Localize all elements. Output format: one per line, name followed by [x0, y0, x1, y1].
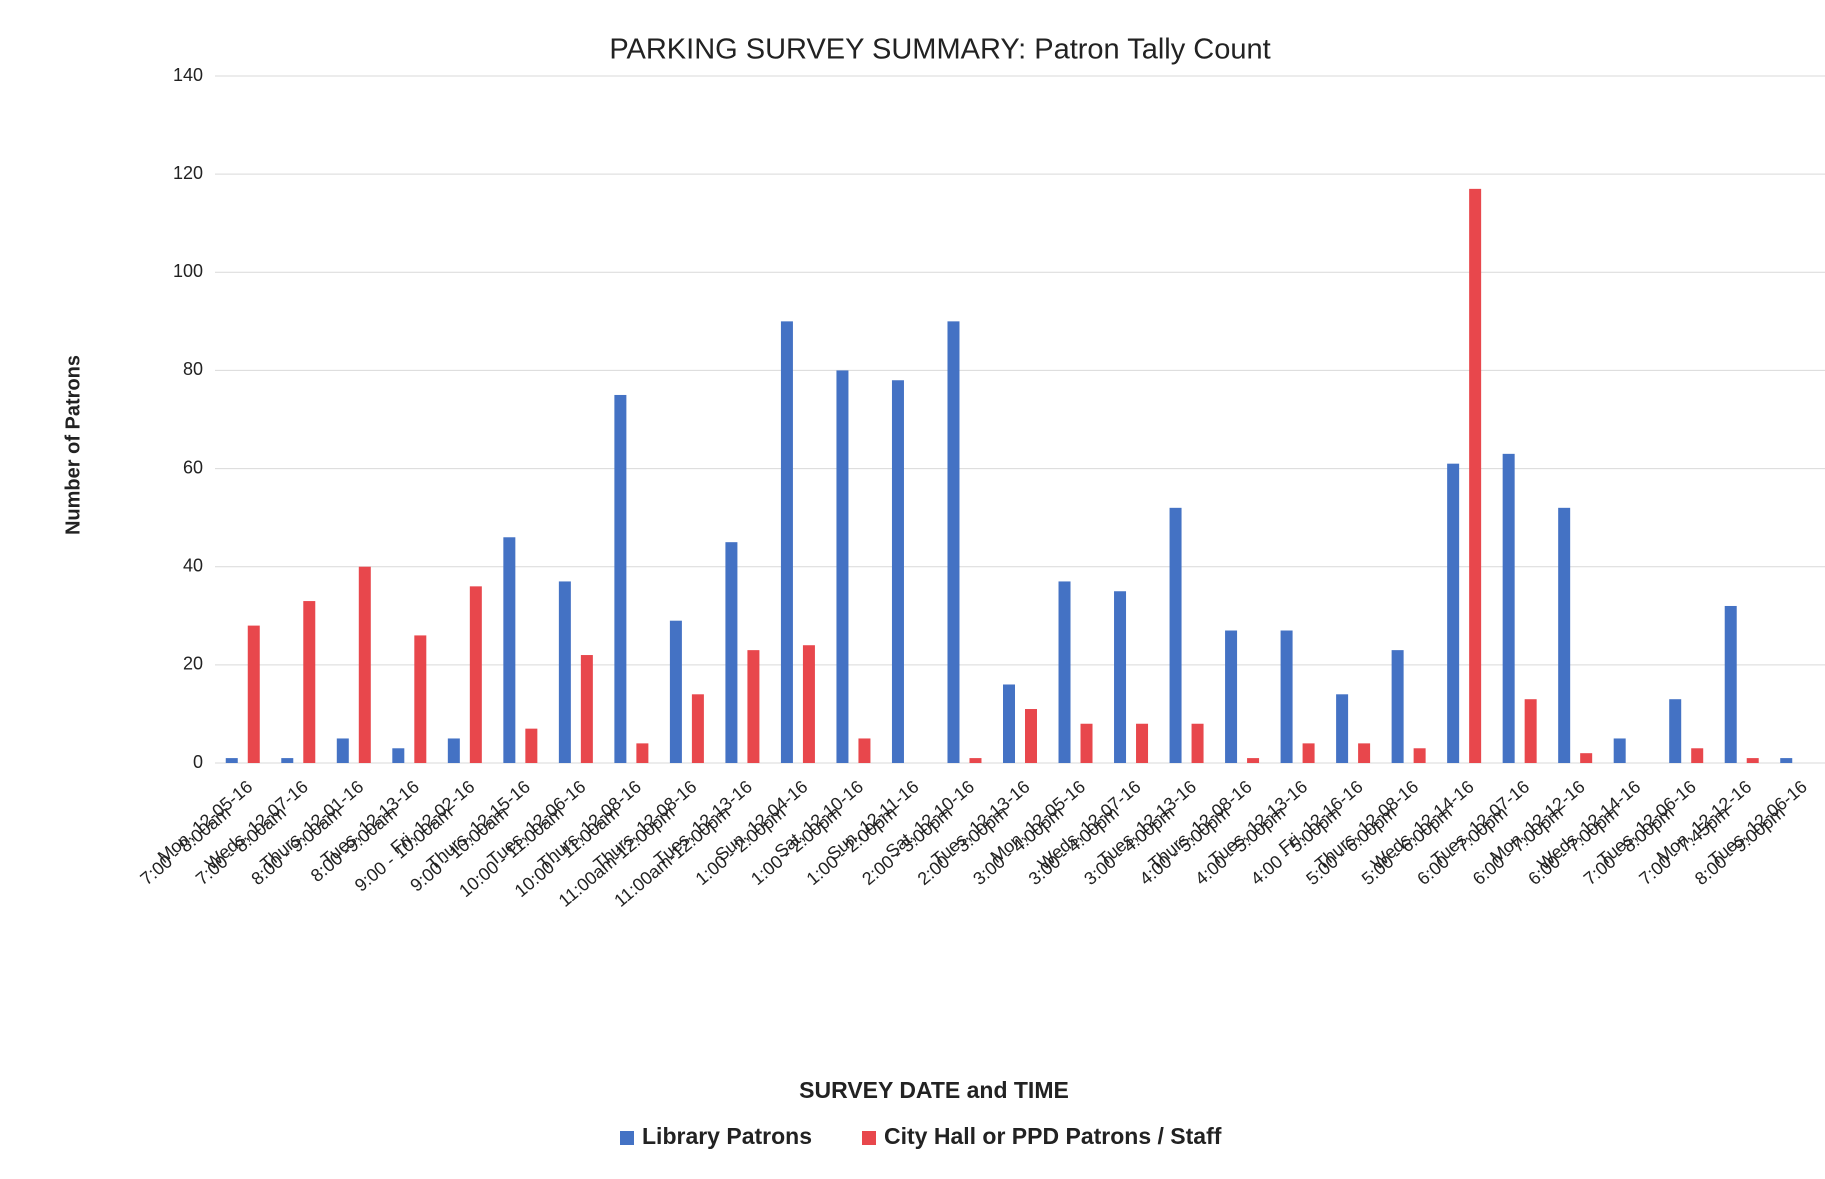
- bar: [1558, 507, 1571, 763]
- bar: [1391, 650, 1404, 763]
- bar: [414, 635, 427, 763]
- bar: [1336, 694, 1349, 763]
- bar: [1247, 758, 1260, 763]
- bar: [1469, 188, 1482, 764]
- chart-title: PARKING SURVEY SUMMARY: Patron Tally Cou…: [609, 34, 1270, 66]
- bar: [336, 738, 349, 763]
- bar: [525, 728, 538, 763]
- bar: [1280, 630, 1293, 763]
- bar: [358, 566, 371, 763]
- y-tick-label: 100: [173, 261, 203, 281]
- bar: [725, 542, 738, 763]
- bar: [1003, 684, 1015, 763]
- bar: [614, 394, 627, 763]
- bar: [1025, 709, 1037, 763]
- bar: [691, 694, 704, 763]
- bar: [1225, 630, 1238, 763]
- bar: [1669, 699, 1682, 763]
- bar: [1413, 748, 1426, 763]
- legend-swatch: [862, 1131, 876, 1145]
- bar: [780, 321, 793, 763]
- y-tick-label: 20: [183, 654, 203, 674]
- bar: [447, 738, 460, 763]
- legend-label: City Hall or PPD Patrons / Staff: [884, 1123, 1222, 1149]
- bar: [1169, 507, 1182, 763]
- bar: [1524, 699, 1537, 763]
- y-tick-label: 120: [173, 163, 203, 183]
- bar: [1580, 753, 1593, 763]
- bar: [969, 758, 982, 763]
- bar: [891, 380, 904, 763]
- bar: [1080, 723, 1093, 763]
- bar: [558, 581, 571, 763]
- bar: [281, 758, 294, 763]
- bar: [802, 645, 815, 763]
- bar: [503, 537, 516, 763]
- legend-swatch: [620, 1131, 634, 1145]
- bar: [1136, 723, 1149, 763]
- bar: [669, 620, 682, 763]
- bar: [1447, 463, 1460, 763]
- bar: [1502, 453, 1515, 763]
- bar: [636, 743, 649, 763]
- bar: [1114, 591, 1127, 763]
- bar: [469, 586, 482, 763]
- y-tick-label: 80: [183, 359, 203, 379]
- bar: [303, 601, 316, 763]
- bar: [1780, 758, 1793, 763]
- bar: [858, 738, 871, 763]
- legend-label: Library Patrons: [642, 1123, 812, 1149]
- bar: [1613, 738, 1626, 763]
- bar: [392, 748, 405, 763]
- y-axis-title: Number of Patrons: [62, 355, 84, 535]
- bar: [1724, 605, 1737, 763]
- bar: [1358, 743, 1371, 763]
- bar: [1191, 723, 1204, 763]
- bar: [1058, 581, 1071, 763]
- y-tick-label: 40: [183, 555, 203, 575]
- bar: [947, 321, 960, 763]
- bar: [225, 758, 238, 763]
- bar: [247, 625, 260, 763]
- bar: [1302, 743, 1315, 763]
- bar: [1746, 758, 1759, 763]
- y-tick-label: 60: [183, 457, 203, 477]
- x-axis-title: SURVEY DATE and TIME: [799, 1077, 1069, 1103]
- bar: [580, 655, 593, 763]
- y-tick-label: 140: [173, 65, 203, 85]
- bar: [836, 370, 849, 763]
- bar: [1691, 748, 1704, 763]
- bar: [747, 650, 760, 763]
- y-tick-label: 0: [193, 752, 203, 772]
